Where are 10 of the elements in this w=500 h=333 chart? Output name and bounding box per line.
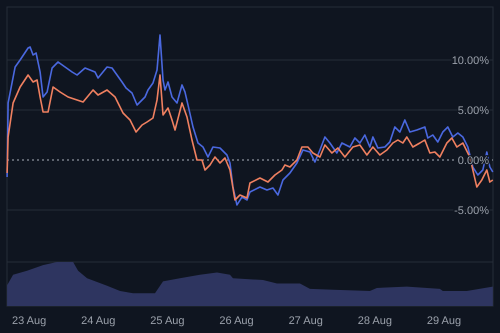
x-tick-label: 24 Aug <box>81 315 116 327</box>
x-tick-label: 25 Aug <box>150 315 185 327</box>
x-tick-label: 28 Aug <box>358 315 392 327</box>
x-tick-label: 27 Aug <box>288 315 323 327</box>
x-tick-label: 23 Aug <box>12 315 46 327</box>
x-tick-label: 29 Aug <box>426 315 462 327</box>
y-tick-label: 10.00% <box>452 54 490 67</box>
x-tick-label: 26 Aug <box>219 315 254 327</box>
y-tick-label: 5.00% <box>458 104 490 117</box>
y-tick-label: -5.00% <box>454 204 490 217</box>
